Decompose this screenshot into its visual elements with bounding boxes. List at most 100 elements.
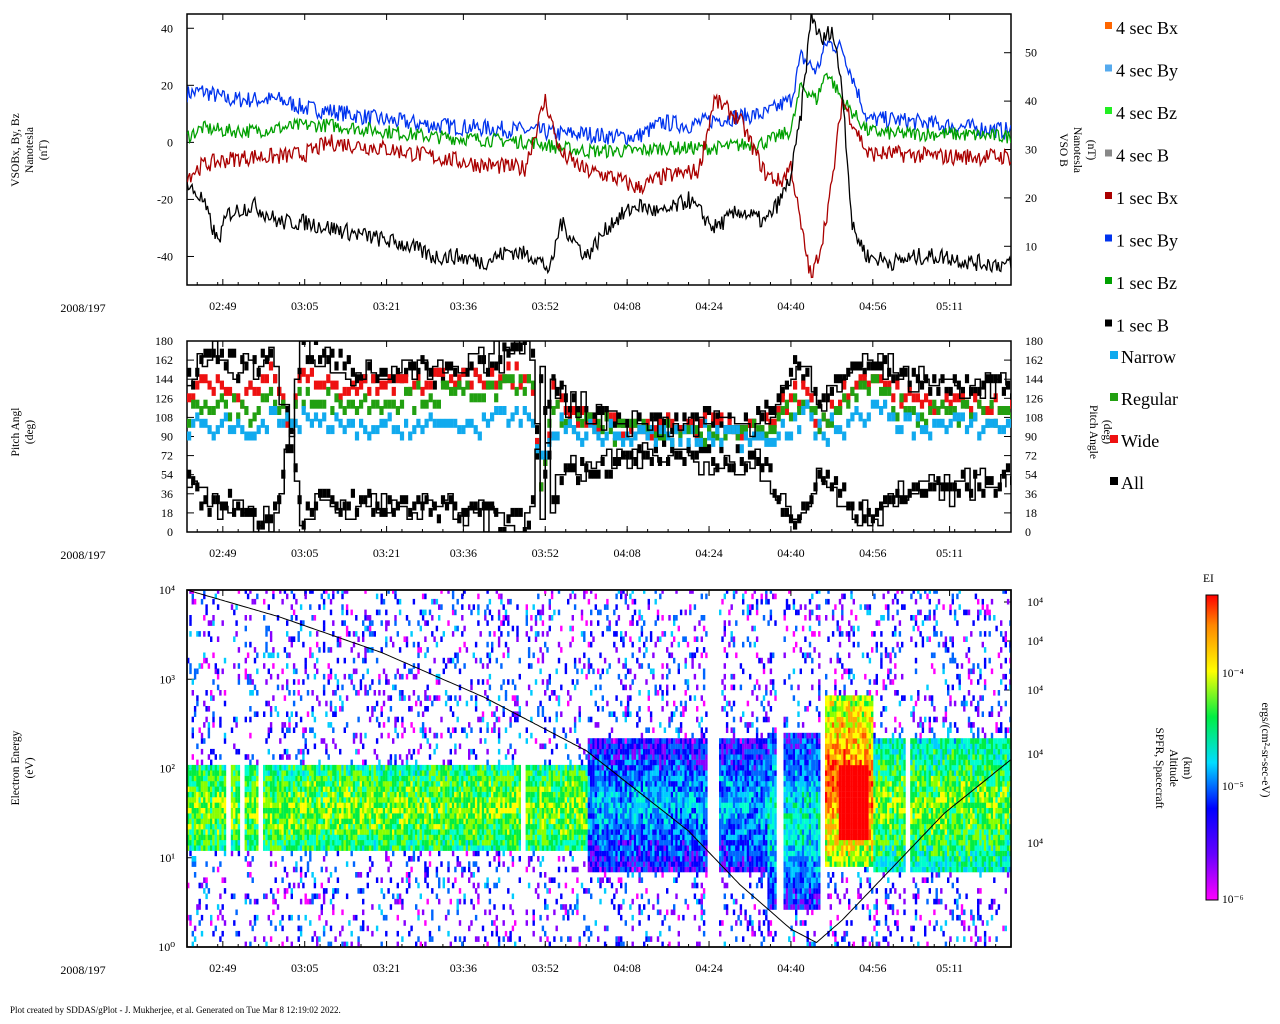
- spectrogram-cell: [415, 781, 418, 787]
- spectrogram-cell: [290, 834, 293, 841]
- spectrogram-cell: [497, 716, 501, 723]
- spectrogram-cell: [527, 845, 531, 851]
- spectrogram-cell: [350, 791, 353, 798]
- pitch-bin-wide: [313, 380, 319, 390]
- spectrogram-cell: [191, 593, 194, 600]
- spectrogram-cell: [187, 797, 190, 803]
- spectrogram-cell: [449, 748, 452, 755]
- plot-frame: [186, 13, 1012, 286]
- spectrogram-cell: [364, 625, 367, 632]
- spectrogram-cell: [253, 818, 257, 825]
- spectrogram-cell: [449, 823, 452, 830]
- spectrogram-cell: [193, 818, 197, 825]
- spectrogram-cell: [366, 764, 369, 771]
- spectrogram-cell: [322, 775, 326, 782]
- spectrogram-cell: [309, 856, 312, 862]
- spectrogram-cell: [371, 818, 374, 825]
- spectrogram-cell: [299, 791, 303, 798]
- spectrogram-cell: [444, 663, 448, 669]
- spectrogram-cell: [421, 732, 425, 739]
- x-tick-label: 04:08: [613, 299, 640, 313]
- spectrogram-cell: [332, 711, 335, 717]
- spectrogram-cell: [419, 823, 422, 830]
- spectrogram-cell: [461, 813, 464, 819]
- spectrogram-cell: [389, 839, 393, 846]
- spectrogram-cell: [350, 839, 353, 846]
- spectrogram-cell: [283, 764, 287, 771]
- spectrogram-cell: [362, 636, 365, 642]
- spectrogram-cell: [214, 818, 217, 825]
- spectrogram-cell: [539, 797, 542, 803]
- pitch-bin-wide: [547, 431, 552, 441]
- spectrogram-cell: [477, 936, 480, 942]
- spectrogram-cell: [380, 818, 383, 825]
- spectrogram-cell: [375, 657, 379, 664]
- spectrogram-cell: [249, 732, 252, 739]
- pitch-bin-wide: [354, 386, 360, 396]
- spectrogram-cell: [456, 834, 459, 841]
- spectrogram-cell: [493, 856, 496, 862]
- spectrogram-cell: [334, 807, 337, 814]
- pitch-bin-all: [514, 342, 519, 352]
- spectrogram-cell: [362, 839, 365, 846]
- spectrogram-cell: [444, 802, 448, 808]
- spectrogram-cell: [362, 845, 365, 851]
- spectrogram-cell: [470, 775, 473, 782]
- spectrogram-cell: [417, 748, 420, 755]
- spectrogram-cell: [249, 872, 252, 878]
- pitch-bin-wide: [375, 386, 380, 396]
- spectrogram-cell: [516, 695, 519, 701]
- spectrogram-cell: [461, 839, 464, 846]
- pitch-bin-regular: [326, 386, 331, 396]
- pitch-bin-narrow: [879, 406, 884, 415]
- pitch-bin-narrow: [530, 418, 536, 428]
- spectrogram-cell: [497, 807, 501, 814]
- spectrogram-cell: [474, 657, 478, 664]
- pitch-bin-narrow: [465, 418, 470, 428]
- spectrogram-cell: [345, 604, 349, 610]
- spectrogram-cell: [364, 823, 367, 830]
- spectrogram-cell: [203, 807, 206, 814]
- spectrogram-cell: [497, 802, 501, 808]
- spectrogram-cell: [292, 807, 296, 814]
- pitch-bin-regular: [432, 399, 437, 409]
- spectrogram-cell: [516, 625, 519, 632]
- spectrogram-cell: [265, 941, 268, 947]
- pitch-bin-all: [559, 476, 564, 486]
- spectrogram-cell: [488, 700, 492, 707]
- spectrogram-cell: [196, 813, 199, 819]
- spectrogram-cell: [288, 834, 291, 841]
- spectrogram-cell: [424, 620, 427, 626]
- spectrogram-cell: [265, 786, 268, 792]
- spectrogram-cell: [495, 850, 498, 857]
- spectrogram-cell: [203, 764, 206, 771]
- series-line-1-sec-by: [187, 38, 1011, 146]
- spectrogram-cell: [509, 716, 512, 723]
- spectrogram-cell: [375, 834, 379, 841]
- spectrogram-cell: [362, 770, 365, 776]
- spectrogram-cell: [433, 636, 436, 642]
- spectrogram-cell: [205, 823, 208, 830]
- spectrogram-cell: [311, 872, 314, 878]
- spectrogram-cell: [297, 791, 300, 798]
- pitch-bin-all: [518, 507, 523, 517]
- spectrogram-cell: [339, 829, 342, 835]
- spectrogram-cell: [401, 690, 404, 696]
- spectrogram-cell: [348, 673, 351, 680]
- spectrogram-cell: [373, 802, 376, 808]
- spectrogram-cell: [539, 872, 542, 878]
- spectrogram-cell: [355, 732, 358, 739]
- spectrogram-cell: [359, 872, 363, 878]
- spectrogram-cell: [442, 668, 445, 675]
- spectrogram-cell: [486, 834, 489, 841]
- pitch-bin-narrow: [854, 406, 859, 415]
- spectrogram-cell: [500, 813, 503, 819]
- spectrogram-cell: [477, 818, 480, 825]
- spectrogram-cell: [472, 845, 475, 851]
- spectrogram-cell: [474, 914, 478, 921]
- spectrogram-cell: [205, 690, 208, 696]
- spectrogram-cell: [426, 706, 429, 712]
- spectrogram-cell: [385, 834, 388, 841]
- spectrogram-cell: [468, 722, 471, 728]
- spectrogram-cell: [230, 797, 234, 803]
